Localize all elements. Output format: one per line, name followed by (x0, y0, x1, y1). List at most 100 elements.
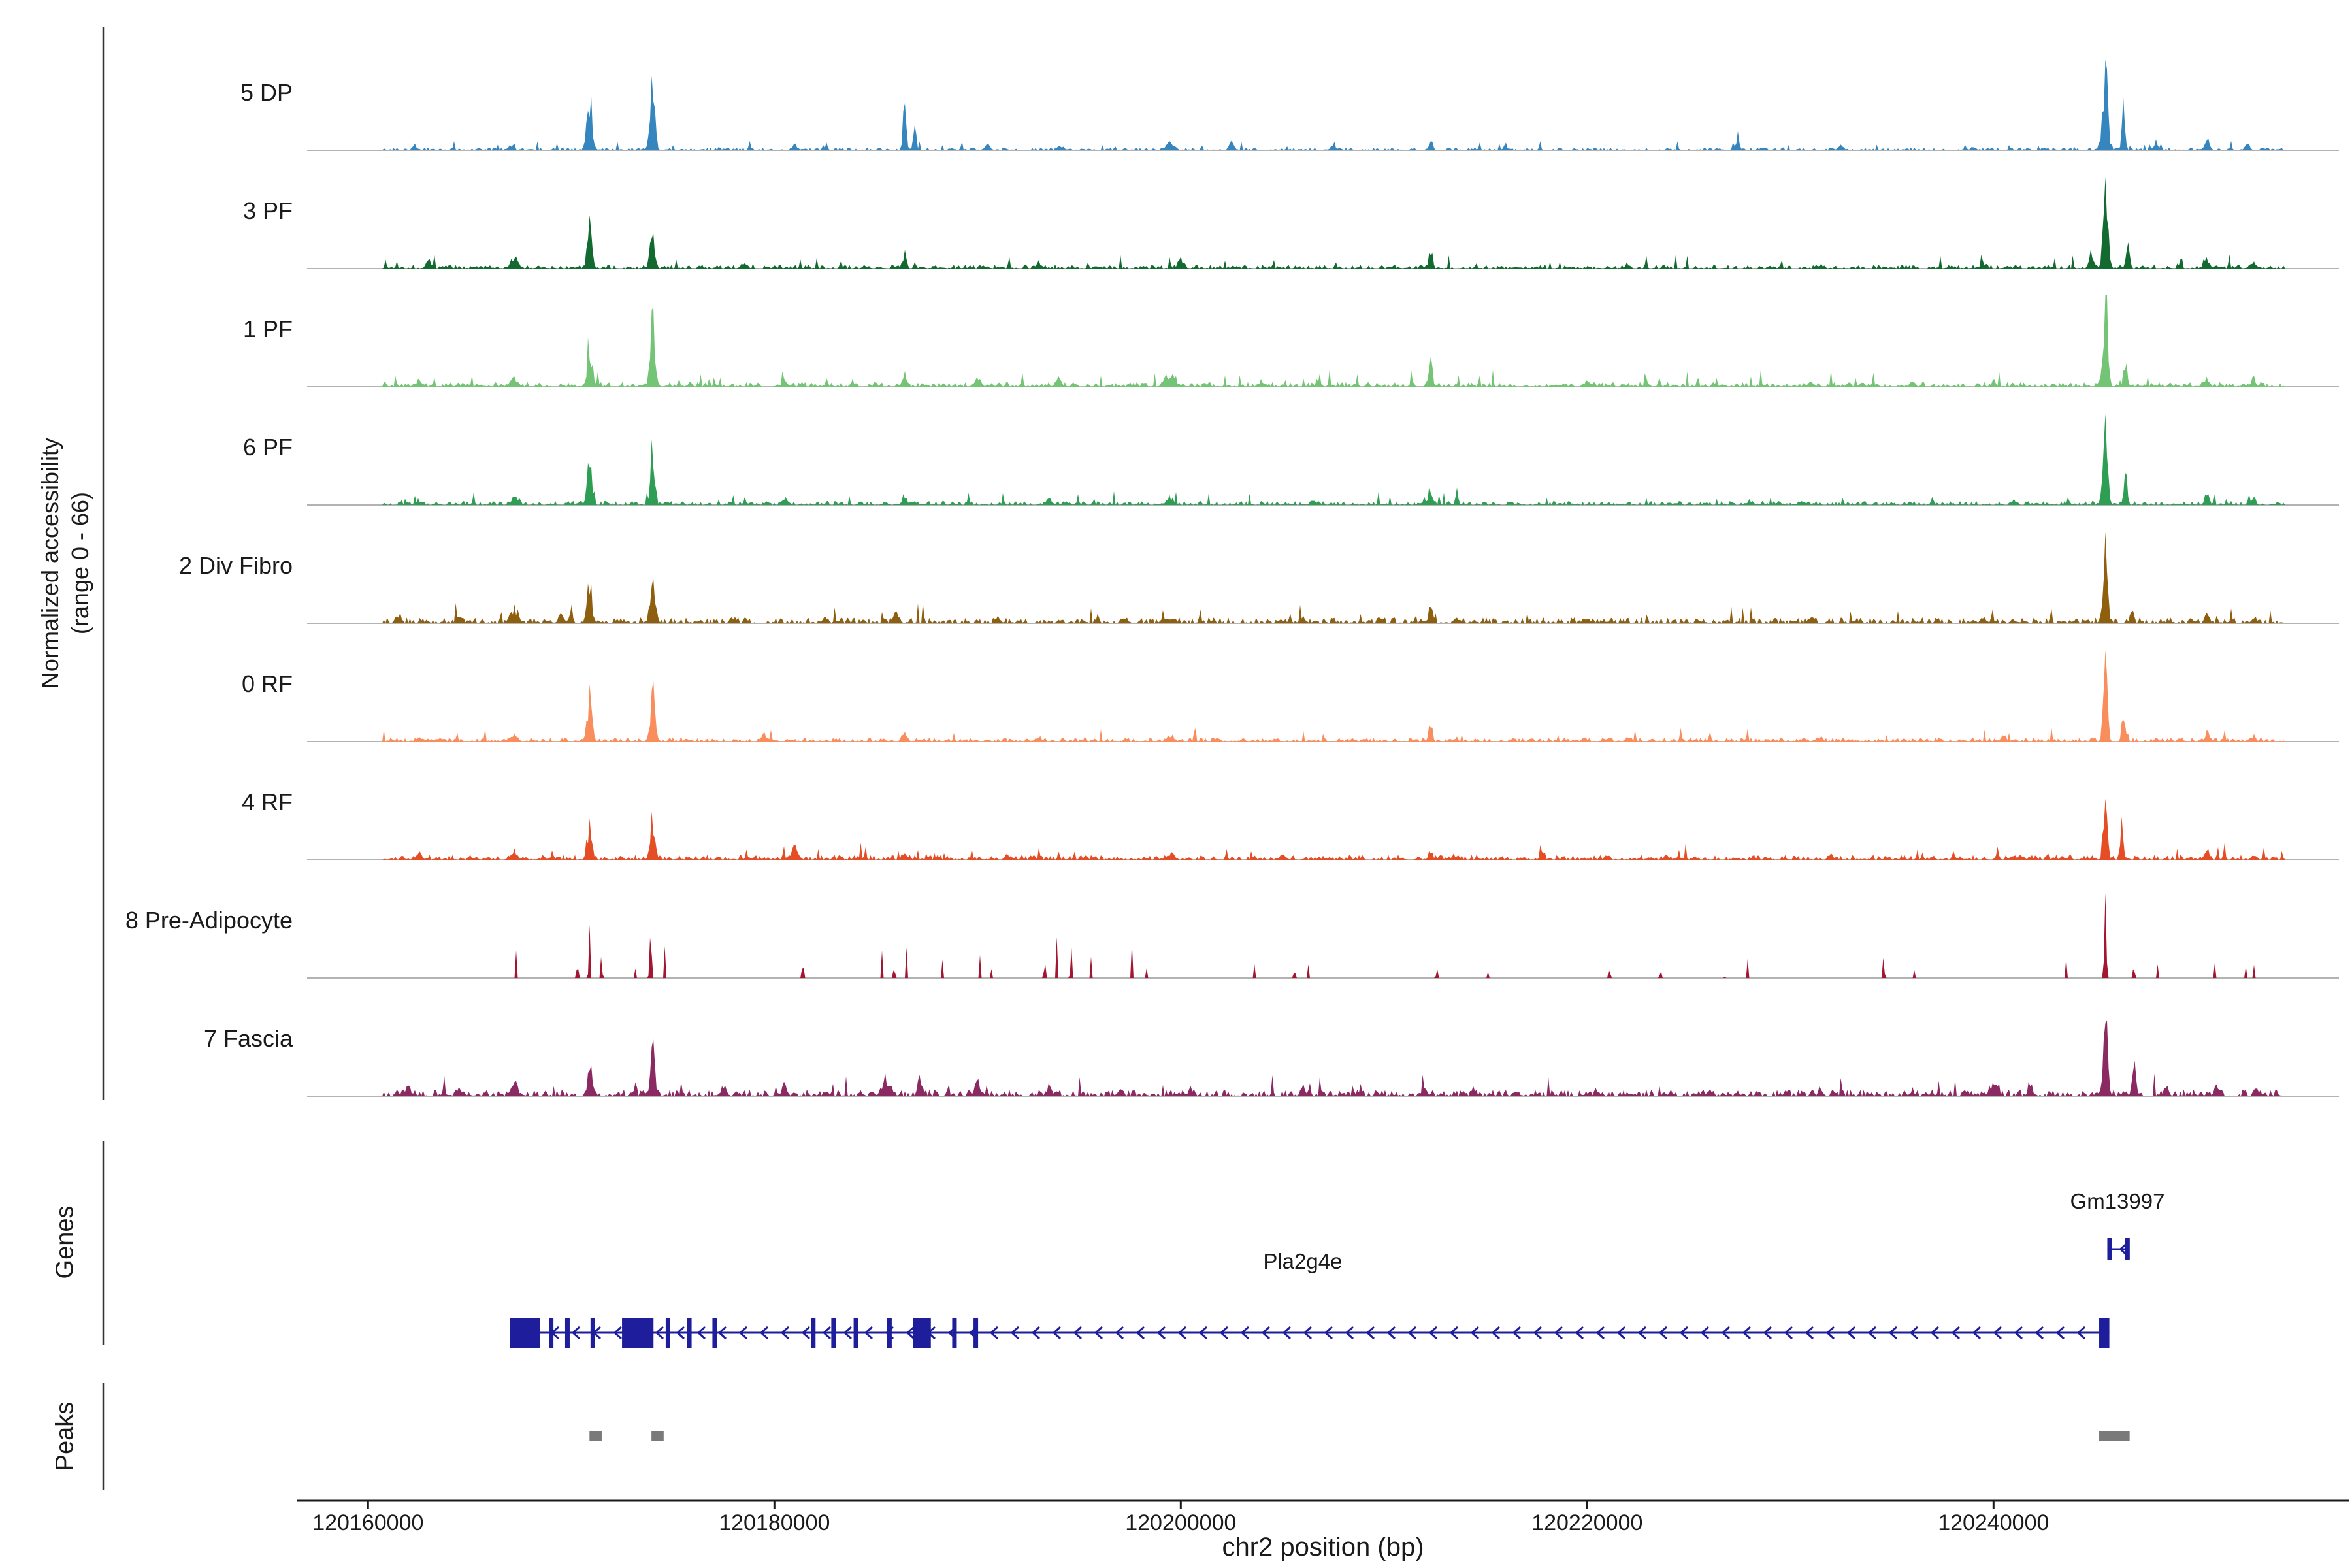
strand-arrow-icon (801, 1326, 811, 1340)
exon-box (564, 1318, 570, 1348)
coverage-track-2-div-fibro (307, 532, 2339, 623)
strand-arrow-icon (1742, 1326, 1752, 1340)
strand-arrow-icon (1595, 1326, 1605, 1340)
strand-arrow-icon (1156, 1326, 1166, 1340)
track-label-8-pre-adipocyte: 8 Pre-Adipocyte (125, 907, 293, 934)
exon-box (687, 1318, 692, 1348)
strand-arrow-icon (1554, 1326, 1563, 1340)
strand-arrow-icon (780, 1326, 790, 1340)
exon-box (913, 1318, 931, 1348)
x-axis-title: chr2 position (bp) (1222, 1533, 1424, 1561)
track-label-3-pf: 3 PF (242, 197, 293, 224)
strand-arrow-icon (1846, 1326, 1856, 1340)
exon-box (665, 1318, 670, 1348)
x-tick-label-120180000: 120180000 (719, 1511, 830, 1535)
track-label-7-fascia: 7 Fascia (203, 1025, 293, 1052)
strand-arrow-icon (1993, 1326, 2002, 1340)
gene-label-gm13997: Gm13997 (2070, 1189, 2165, 1213)
coverage-track-4-rf (307, 798, 2339, 860)
coverage-track-1-pf (307, 295, 2339, 387)
exon-box (831, 1318, 836, 1348)
strand-arrow-icon (1115, 1326, 1124, 1340)
x-tick-label-120240000: 120240000 (1938, 1511, 2050, 1535)
strand-arrow-icon (1784, 1326, 1793, 1340)
strand-arrow-icon (1616, 1326, 1626, 1340)
exon-box (590, 1318, 595, 1348)
gene-label-pla2g4e: Pla2g4e (1263, 1249, 1343, 1273)
track-label-5-dp: 5 DP (240, 79, 293, 106)
exon-box (622, 1318, 654, 1348)
genes-section-label: Genes (51, 1205, 79, 1279)
strand-arrow-icon (1825, 1326, 1835, 1340)
track-label-4-rf: 4 RF (241, 789, 293, 815)
strand-arrow-icon (738, 1326, 748, 1340)
strand-arrow-icon (1407, 1326, 1417, 1340)
strand-arrow-icon (1930, 1326, 1940, 1340)
exon-box (712, 1318, 717, 1348)
gene-model-pla2g4e (510, 1318, 2110, 1348)
strand-arrow-icon (2034, 1326, 2044, 1340)
gene-model-gm13997 (2107, 1238, 2130, 1260)
strand-arrow-icon (2055, 1326, 2065, 1340)
strand-arrow-icon (1700, 1326, 1710, 1340)
strand-arrow-icon (864, 1326, 874, 1340)
strand-arrow-icon (906, 1326, 915, 1340)
strand-arrow-icon (2076, 1326, 2086, 1340)
peaks-section-label: Peaks (51, 1401, 79, 1471)
strand-arrow-icon (1303, 1326, 1313, 1340)
strand-arrow-icon (1805, 1326, 1814, 1340)
strand-arrow-icon (1386, 1326, 1396, 1340)
exon-box (510, 1318, 540, 1348)
exon-box (2125, 1238, 2130, 1260)
exon-box (549, 1318, 554, 1348)
strand-arrow-icon (1282, 1326, 1292, 1340)
strand-arrow-icon (1512, 1326, 1522, 1340)
strand-arrow-icon (1365, 1326, 1375, 1340)
strand-arrow-icon (1261, 1326, 1271, 1340)
strand-arrow-icon (1428, 1326, 1438, 1340)
strand-arrow-icon (2014, 1326, 2023, 1340)
coverage-track-0-rf (307, 650, 2339, 742)
strand-arrow-icon (822, 1326, 832, 1340)
track-label-6-pf: 6 PF (242, 434, 293, 461)
strand-arrow-icon (1240, 1326, 1250, 1340)
exon-box (952, 1318, 957, 1348)
strand-arrow-icon (1198, 1326, 1208, 1340)
strand-arrow-icon (1470, 1326, 1480, 1340)
peak-region (651, 1431, 664, 1441)
strand-arrow-icon (1449, 1326, 1459, 1340)
strand-arrow-icon (759, 1326, 769, 1340)
coverage-track-8-pre-adipocyte (307, 892, 2339, 978)
strand-arrow-icon (1909, 1326, 1919, 1340)
peak-region (589, 1431, 602, 1441)
strand-arrow-icon (1679, 1326, 1689, 1340)
strand-arrow-icon (676, 1326, 685, 1340)
strand-arrow-icon (843, 1326, 853, 1340)
strand-arrow-icon (1658, 1326, 1668, 1340)
strand-arrow-icon (1073, 1326, 1083, 1340)
exon-box (973, 1318, 979, 1348)
track-label-2-div-fibro: 2 Div Fibro (178, 552, 293, 579)
coverage-track-6-pf (307, 414, 2339, 505)
strand-arrow-icon (1031, 1326, 1041, 1340)
strand-arrow-icon (1888, 1326, 1898, 1340)
strand-arrow-icon (2119, 1242, 2128, 1256)
x-tick-label-120200000: 120200000 (1125, 1511, 1237, 1535)
track-label-1-pf: 1 PF (242, 316, 293, 342)
strand-arrow-icon (1533, 1326, 1543, 1340)
track-label-0-rf: 0 RF (241, 670, 293, 697)
exon-box (887, 1318, 892, 1348)
exon-box (853, 1318, 858, 1348)
strand-arrow-icon (571, 1326, 581, 1340)
strand-arrow-icon (989, 1326, 999, 1340)
x-tick-label-120220000: 120220000 (1531, 1511, 1643, 1535)
strand-arrow-icon (1010, 1326, 1020, 1340)
strand-arrow-icon (1972, 1326, 1982, 1340)
coverage-track-5-dp (307, 59, 2339, 150)
strand-arrow-icon (1052, 1326, 1062, 1340)
exon-box (2107, 1238, 2112, 1260)
strand-arrow-icon (696, 1326, 706, 1340)
strand-arrow-icon (1177, 1326, 1187, 1340)
strand-arrow-icon (1135, 1326, 1145, 1340)
